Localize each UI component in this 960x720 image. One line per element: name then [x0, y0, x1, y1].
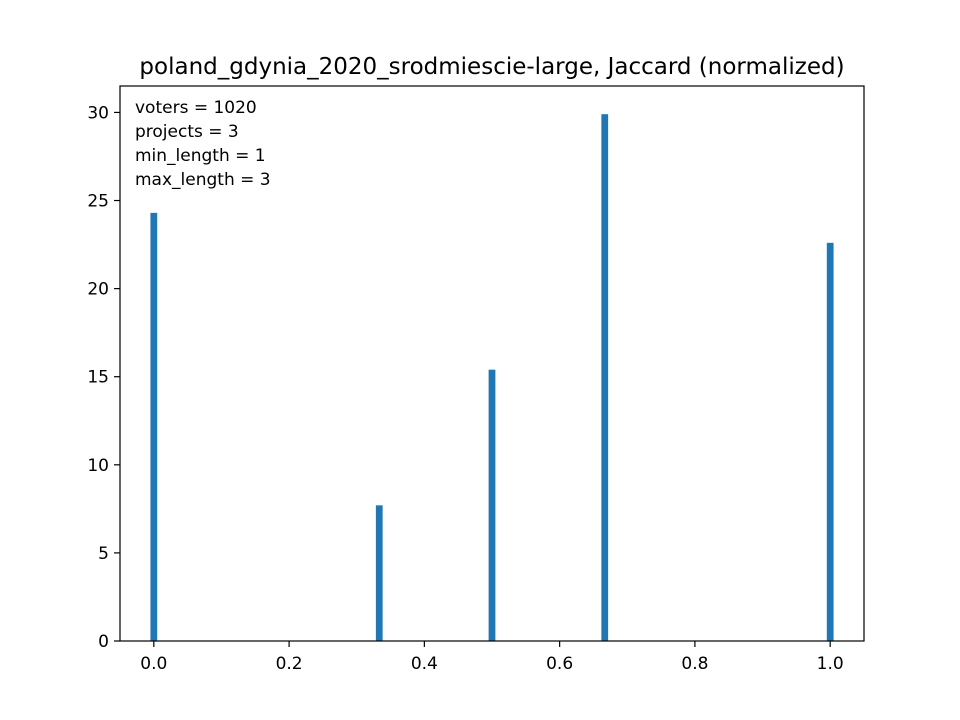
annotation-line: min_length = 1: [135, 146, 266, 166]
y-tick-label: 30: [87, 103, 109, 123]
x-tick-label: 0.2: [276, 654, 303, 674]
bars-group: [150, 114, 834, 642]
bar-4: [826, 242, 834, 642]
y-tick-label: 25: [87, 192, 109, 212]
x-tick-label: 0.6: [546, 654, 573, 674]
annotation-line: voters = 1020: [135, 98, 257, 118]
y-tick-label: 5: [98, 544, 109, 564]
y-tick-label: 15: [87, 368, 109, 388]
bar-0: [150, 212, 158, 641]
bar-2: [488, 369, 496, 641]
y-tick-label: 0: [98, 632, 109, 652]
bar-1: [375, 505, 383, 641]
x-tick-label: 0.0: [140, 654, 167, 674]
y-tick-label: 20: [87, 280, 109, 300]
bar-3: [601, 114, 609, 641]
y-tick-label: 10: [87, 456, 109, 476]
annotation-line: max_length = 3: [135, 170, 271, 190]
x-tick-label: 0.8: [681, 654, 708, 674]
x-tick-label: 0.4: [411, 654, 438, 674]
x-axis: 0.0 0.2 0.4 0.6 0.8 1.0: [140, 641, 844, 674]
chart-title: poland_gdynia_2020_srodmiescie-large, Ja…: [139, 54, 844, 80]
x-tick-label: 1.0: [817, 654, 844, 674]
annotation-box: voters = 1020 projects = 3 min_length = 1 m…: [135, 98, 271, 190]
plot-frame: [119, 85, 865, 642]
y-axis: 0 5 10 15 20 25 30: [87, 103, 120, 652]
annotation-line: projects = 3: [135, 122, 239, 142]
